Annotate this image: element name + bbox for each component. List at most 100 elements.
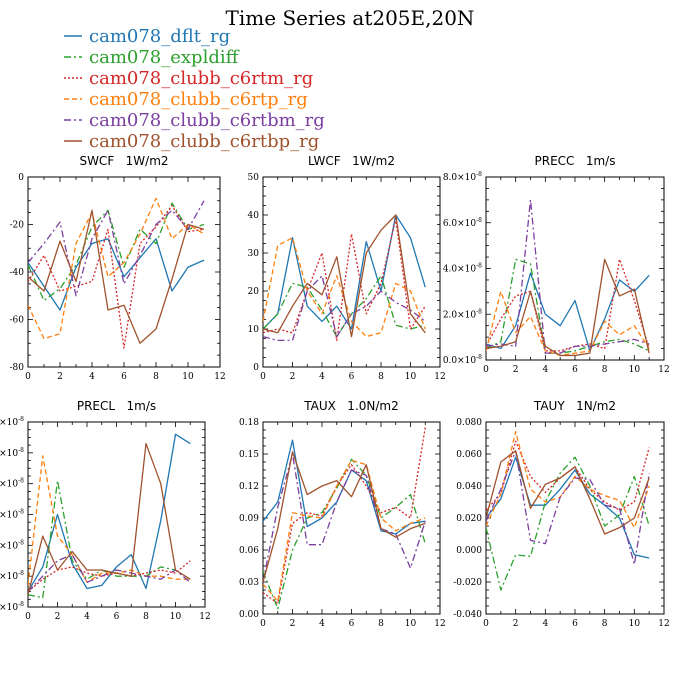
x-tick-label: 10 (405, 619, 417, 629)
series-line-cam078_dflt_rg (486, 272, 650, 352)
y-tick-label: 4.0×10-8 (443, 263, 482, 275)
x-tick-label: 2 (513, 619, 519, 629)
y-tick-base: 0 (18, 173, 24, 183)
series-line-cam078_clubb_c6rtm_rg (486, 258, 650, 352)
x-tick-label: 6 (121, 372, 127, 382)
legend: cam078_dflt_rgcam078_expldiffcam078_club… (64, 26, 325, 152)
y-tick-label: 0.09 (239, 514, 259, 524)
series-line-cam078_dflt_rg (28, 433, 191, 592)
y-tick-base: 0×10 (0, 418, 18, 428)
legend-label: cam078_clubb_c6rtp_rg (89, 89, 308, 110)
y-tick-base: 0×10 (0, 449, 18, 459)
y-tick-base: 0×10 (0, 603, 18, 613)
x-tick-label: 12 (199, 612, 210, 622)
series-line-cam078_expldiff (28, 202, 205, 302)
y-tick-base: 0.12 (239, 482, 259, 492)
plot-frame (485, 176, 665, 361)
x-tick-label: 8 (378, 619, 384, 629)
y-tick-label: 50 (248, 173, 260, 183)
x-tick-label: 2 (55, 612, 61, 622)
x-tick-label: 10 (629, 619, 641, 629)
series-line-cam078_clubb_c6rtm_rg (486, 440, 650, 511)
chart-panel: TAUX 1.0N/m2 0 2 4 6 8 10 12 0.00 0.03 0.06 0.09 0.1… (239, 399, 446, 629)
chart-panel: PRECC 1m/s0 2 4 6 8 10 120.0×10-82.0×10-84.0×1… (443, 154, 670, 375)
y-tick-label: 0.000 (456, 546, 482, 556)
y-tick-label: 6.0×10-8 (443, 217, 482, 229)
series-line-cam078_dflt_rg (28, 238, 205, 311)
y-tick-base: 0.09 (239, 514, 259, 524)
series-group (28, 433, 191, 599)
series-group (263, 214, 426, 342)
x-tick-label: 10 (170, 612, 182, 622)
chart-panel: TAUY 1N/m2 0 2 4 6 8 10 12 -0.040 -0.020 0.000 0.02… (453, 399, 670, 629)
y-tick-base: 0.18 (239, 418, 259, 428)
y-tick-label: 0.00 (239, 610, 259, 620)
y-tick-label: 30 (248, 249, 260, 259)
x-tick-label: 0 (260, 372, 266, 382)
x-tick-label: 4 (319, 619, 325, 629)
y-tick-label: 0×10-8 (0, 478, 24, 490)
legend-label: cam078_expldiff (89, 47, 240, 68)
panel-title: LWCF 1W/m2 (308, 154, 395, 168)
x-tick-label: 0 (483, 365, 489, 375)
y-tick-base: 40 (248, 211, 260, 221)
series-group (263, 427, 426, 610)
x-tick-label: 8 (602, 619, 608, 629)
y-tick-base: 0×10 (0, 480, 18, 490)
y-tick-exponent: -8 (18, 509, 24, 516)
y-tick-label: 0×10-8 (0, 416, 24, 428)
x-tick-label: 8 (153, 372, 159, 382)
x-tick-label: 2 (57, 372, 63, 382)
series-line-cam078_clubb_c6rtp_rg (486, 430, 650, 529)
x-tick-label: 6 (349, 619, 355, 629)
x-tick-label: 12 (434, 619, 445, 629)
series-line-cam078_clubb_c6rtbp_rg (486, 450, 650, 535)
y-tick-label: 8.0×10-8 (443, 171, 482, 183)
y-tick-label: 0×10-8 (0, 539, 24, 551)
legend-label: cam078_clubb_c6rtbp_rg (89, 131, 319, 152)
y-tick-label: 0×10-8 (0, 601, 24, 613)
y-tick-exponent: -8 (18, 447, 24, 454)
series-line-cam078_clubb_c6rtbm_rg (486, 199, 650, 354)
y-tick-label: 0.060 (456, 450, 482, 460)
x-tick-label: 4 (542, 365, 548, 375)
x-tick-label: 4 (84, 612, 90, 622)
y-tick-base: 0.03 (239, 578, 259, 588)
x-tick-label: 2 (290, 372, 296, 382)
panel-title: SWCF 1W/m2 (79, 154, 168, 168)
series-group (28, 197, 205, 349)
y-tick-exponent: -8 (18, 416, 24, 423)
y-tick-base: 0.0×10 (443, 356, 477, 366)
y-tick-base: 50 (248, 173, 260, 183)
plot-frame (262, 176, 441, 368)
x-tick-label: 12 (214, 372, 225, 382)
x-tick-label: 12 (658, 365, 669, 375)
y-tick-label: 0.18 (239, 418, 259, 428)
y-tick-base: 0.000 (456, 546, 482, 556)
x-tick-label: 0 (25, 612, 31, 622)
y-tick-label: 0.0×10-8 (443, 354, 482, 366)
panel-title: PRECC 1m/s (535, 154, 616, 168)
chart-panel: SWCF 1W/m2 0 2 4 6 8 10 12 0 -20 -40 -60 -80 (10, 154, 226, 382)
y-tick-base: 0×10 (0, 511, 18, 521)
series-line-cam078_clubb_c6rtbm_rg (28, 200, 205, 297)
y-tick-label: 0.12 (239, 482, 259, 492)
y-tick-exponent: -8 (18, 601, 24, 608)
x-tick-label: 6 (572, 365, 578, 375)
x-tick-label: 4 (319, 372, 325, 382)
plot-frame (485, 421, 665, 615)
chart-panel: PRECL 1m/s0246810120×10-80×10-80×10-80×1… (0, 399, 211, 622)
x-tick-label: 6 (572, 619, 578, 629)
series-line-cam078_clubb_c6rtbp_rg (28, 209, 205, 344)
y-tick-base: 0.15 (239, 450, 259, 460)
x-tick-label: 4 (89, 372, 95, 382)
series-line-cam078_clubb_c6rtm_rg (263, 427, 426, 604)
y-tick-base: 0.06 (239, 546, 259, 556)
y-tick-exponent: -8 (476, 354, 482, 361)
series-line-cam078_clubb_c6rtbp_rg (263, 451, 426, 583)
x-tick-label: 12 (434, 372, 445, 382)
x-tick-label: 6 (114, 612, 120, 622)
y-tick-base: -80 (10, 363, 25, 373)
y-tick-base: 8.0×10 (443, 173, 477, 183)
